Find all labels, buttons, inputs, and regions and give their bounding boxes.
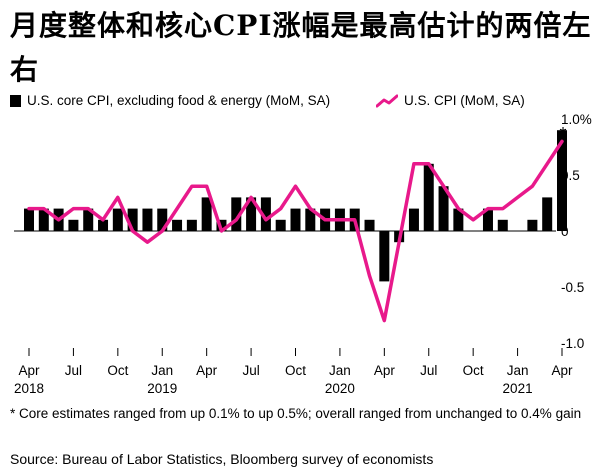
core-cpi-bar — [379, 231, 390, 282]
core-cpi-bar — [127, 208, 138, 231]
y-tick-label: 0 — [561, 224, 569, 239]
core-cpi-bar — [201, 197, 212, 231]
core-cpi-bar — [260, 197, 271, 231]
x-tick-label: Jul — [420, 363, 437, 378]
x-tick-label: Apr — [374, 363, 396, 378]
chart-title: 月度整体和核心CPI涨幅是最高估计的两倍左右 — [10, 9, 592, 86]
x-tick-label: Apr — [18, 363, 40, 378]
core-cpi-bar — [83, 208, 94, 231]
legend-bar-swatch — [10, 94, 21, 107]
core-cpi-bar — [275, 219, 286, 231]
core-cpi-bar — [142, 208, 153, 231]
x-tick-label: Oct — [463, 363, 484, 378]
core-cpi-bar — [186, 219, 197, 231]
core-cpi-bar — [24, 208, 34, 231]
core-cpi-bar — [482, 208, 493, 231]
cpi-line — [27, 139, 564, 323]
x-tick-label: Apr — [196, 363, 218, 378]
core-cpi-bar — [557, 130, 567, 231]
core-cpi-bar — [497, 219, 508, 231]
core-cpi-bar — [98, 219, 109, 231]
core-cpi-bar — [423, 163, 434, 231]
x-tick-label: Jul — [65, 363, 82, 378]
legend-core-label: U.S. core CPI, excluding food & energy (… — [27, 93, 331, 108]
core-cpi-bar — [231, 197, 242, 231]
core-cpi-bar — [408, 208, 419, 231]
legend-cpi-label: U.S. CPI (MoM, SA) — [404, 93, 525, 108]
legend-cpi: U.S. CPI (MoM, SA) — [376, 93, 525, 108]
x-tick-label: Jan — [329, 363, 351, 378]
core-cpi-bar — [246, 197, 257, 231]
core-cpi-bar — [172, 219, 183, 231]
core-cpi-bar — [157, 208, 168, 231]
legend-line-swatch — [376, 94, 398, 107]
x-year-label: 2018 — [14, 381, 44, 396]
x-year-label: 2020 — [325, 381, 355, 396]
x-tick-label: Jul — [242, 363, 259, 378]
legend-core: U.S. core CPI, excluding food & energy (… — [10, 93, 330, 108]
core-cpi-bar — [364, 219, 375, 231]
core-cpi-bar — [453, 208, 464, 231]
y-tick-label: -0.5 — [561, 280, 584, 295]
core-cpi-bar — [438, 186, 449, 231]
core-cpi-bar — [527, 219, 538, 231]
core-cpi-bar — [112, 208, 123, 231]
core-cpi-bar — [305, 208, 316, 231]
annotation-asterisk: * — [559, 124, 566, 144]
x-tick-label: Oct — [285, 363, 306, 378]
x-year-label: 2019 — [147, 381, 177, 396]
x-tick-label: Oct — [107, 363, 128, 378]
x-tick-label: Apr — [551, 363, 573, 378]
x-tick-label: Jan — [151, 363, 173, 378]
footnote: * Core estimates ranged from up 0.1% to … — [10, 406, 582, 421]
source-note: Source: Bureau of Labor Statistics, Bloo… — [10, 451, 434, 467]
x-year-label: 2021 — [503, 381, 533, 396]
core-cpi-bar — [68, 219, 79, 231]
y-tick-label: -1.0 — [561, 336, 584, 351]
core-cpi-bar — [542, 197, 553, 231]
y-tick-label: 1.0% — [561, 112, 592, 127]
core-cpi-bar — [290, 208, 301, 231]
core-cpi-bar — [38, 208, 49, 231]
x-tick-label: Jan — [507, 363, 529, 378]
